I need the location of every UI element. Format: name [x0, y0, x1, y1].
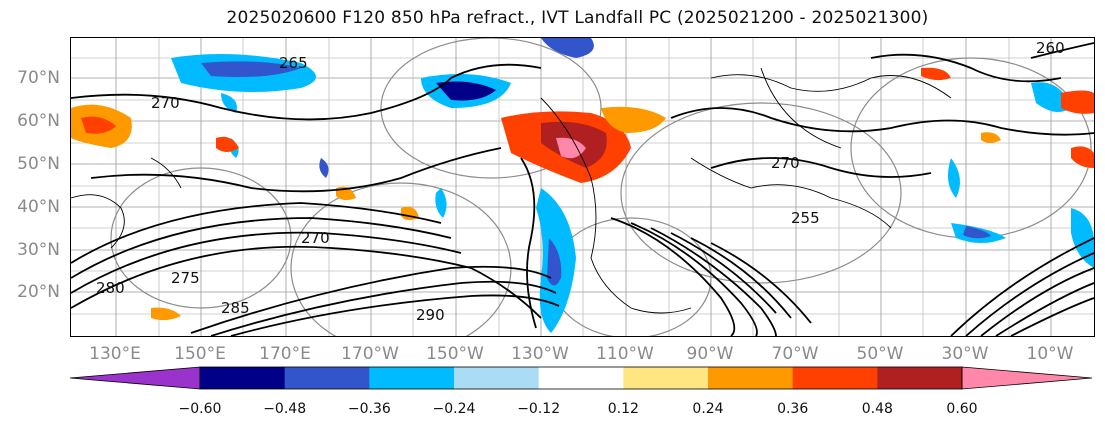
contour-label: 260	[1036, 39, 1065, 57]
colorbar-segment	[200, 367, 286, 389]
contour-label: 290	[416, 306, 445, 324]
colorbar-tick-label: 0.12	[607, 401, 639, 417]
coastlines	[71, 67, 952, 314]
contour-label: 255	[791, 209, 820, 227]
lat-label-50n: 50°N	[17, 154, 60, 174]
lat-label-60n: 60°N	[17, 111, 60, 131]
lat-label-70n: 70°N	[17, 68, 60, 88]
colorbar-tick-label: 0.60	[946, 401, 978, 417]
lon-label-50w: 50°W	[856, 344, 904, 364]
colorbar-segment	[877, 367, 963, 389]
lon-label-30w: 30°W	[941, 344, 989, 364]
contour-label: 270	[301, 229, 330, 247]
lat-label-20n: 20°N	[17, 282, 60, 302]
colorbar-segment	[623, 367, 709, 389]
colorbar-extend-high	[961, 366, 1093, 390]
lon-label-170w: 170°W	[341, 344, 399, 364]
colorbar-tick-label: −0.60	[178, 401, 222, 417]
colorbar-segment	[369, 367, 455, 389]
lon-label-90w: 90°W	[686, 344, 734, 364]
lon-label-130e: 130°E	[89, 344, 141, 364]
shading-negative	[171, 38, 1094, 333]
colorbar-svg	[69, 366, 1093, 390]
lon-label-150w: 150°W	[426, 344, 484, 364]
lon-label-170e: 170°E	[259, 344, 311, 364]
colorbar-segment	[454, 367, 540, 389]
lon-label-150e: 150°E	[174, 344, 226, 364]
contour-label: 280	[96, 279, 125, 297]
lon-label-110w: 110°W	[596, 344, 654, 364]
colorbar-tick-label: −0.48	[263, 401, 307, 417]
lon-label-70w: 70°W	[771, 344, 819, 364]
colorbar-tick-label: −0.36	[347, 401, 391, 417]
colorbar-segment	[538, 367, 624, 389]
map-title: 2025020600 F120 850 hPa refract., IVT La…	[226, 8, 929, 28]
colorbar-segment	[284, 367, 370, 389]
colorbar-tick-label: 0.48	[861, 401, 893, 417]
colorbar	[69, 366, 1096, 396]
lat-label-30n: 30°N	[17, 240, 60, 260]
contour-labels: 265 270 275 280 285 290 255 260 270 270	[96, 39, 1065, 324]
colorbar-extend-low	[69, 366, 201, 390]
map-panel: 265 270 275 280 285 290 255 260 270 270	[70, 37, 1095, 337]
lat-label-40n: 40°N	[17, 197, 60, 217]
lon-label-10w: 10°W	[1026, 344, 1074, 364]
colorbar-segment	[792, 367, 878, 389]
contour-label: 285	[221, 299, 250, 317]
colorbar-tick-label: 0.24	[692, 401, 724, 417]
lon-label-130w: 130°W	[511, 344, 569, 364]
black-contours	[71, 42, 1094, 336]
contour-label: 265	[279, 54, 308, 72]
contour-label: 270	[771, 154, 800, 172]
graticule	[71, 38, 1094, 336]
contour-label: 270	[151, 94, 180, 112]
colorbar-tick-label: −0.12	[517, 401, 561, 417]
map-svg: 265 270 275 280 285 290 255 260 270 270	[71, 38, 1094, 336]
shading-positive	[71, 67, 1094, 321]
colorbar-tick-label: −0.24	[432, 401, 476, 417]
colorbar-segment	[708, 367, 794, 389]
colorbar-tick-label: 0.36	[777, 401, 809, 417]
contour-label: 275	[171, 269, 200, 287]
colorbar-frame	[199, 366, 963, 390]
